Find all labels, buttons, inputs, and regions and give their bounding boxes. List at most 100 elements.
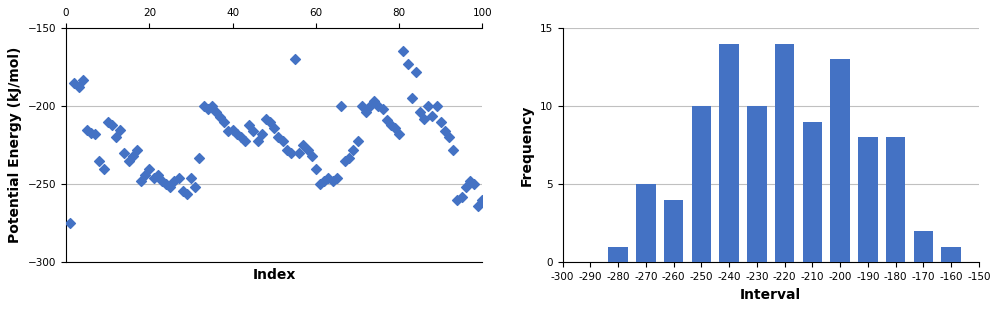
Point [250,138,266,143]
Point [233,135,249,140]
Point [258,116,274,121]
Bar [664,200,683,262]
Point [121,158,137,163]
Point [150,172,166,177]
Point [221,129,237,134]
Point [275,138,291,143]
Bar [608,247,627,262]
Point [200,107,216,112]
Point [71,85,87,90]
Point [196,104,212,108]
Point [354,104,370,108]
Point [400,61,416,66]
Bar [636,184,655,262]
Point [437,129,453,134]
Point [379,118,395,123]
Point [283,151,299,156]
Point [342,155,358,160]
Point [117,151,133,156]
Point [204,104,220,108]
Point [83,130,99,135]
Point [112,127,128,132]
Y-axis label: Frequency: Frequency [520,104,534,186]
Point [392,132,408,137]
Point [333,104,349,108]
Bar [858,137,877,262]
Point [254,132,270,137]
Point [367,99,383,104]
Point [225,127,241,132]
Point [242,122,258,127]
Point [346,148,362,153]
Point [292,151,308,156]
Point [296,143,312,148]
Point [412,110,428,115]
Point [67,80,83,85]
Point [371,104,387,108]
Point [312,182,328,187]
Point [329,175,345,180]
Point [475,197,491,202]
Point [192,155,208,160]
Point [458,185,474,190]
Bar [886,137,905,262]
Point [433,119,449,124]
Point [246,129,262,134]
Point [425,113,441,118]
Point [467,182,483,187]
Point [321,175,337,180]
Point [271,135,287,140]
Point [304,154,320,159]
Point [317,179,333,184]
Point [383,122,399,127]
Point [183,175,199,180]
Point [137,172,153,177]
Point [125,154,141,159]
Point [404,96,420,101]
Bar [691,106,711,262]
Point [162,185,178,190]
Point [300,148,316,153]
Point [421,104,437,108]
Point [471,204,487,209]
Bar [830,59,850,262]
Point [133,179,149,184]
Point [267,126,283,131]
Point [179,191,195,196]
Point [158,182,174,187]
Point [175,188,191,193]
Y-axis label: Potential Energy (kJ/mol): Potential Energy (kJ/mol) [8,47,22,243]
Point [212,115,228,120]
Bar [802,122,822,262]
X-axis label: Index: Index [253,268,296,282]
Point [108,135,124,140]
Point [62,221,78,226]
Point [417,116,433,121]
Point [96,166,112,171]
Point [217,119,233,124]
Point [146,175,162,180]
Point [408,69,424,74]
Point [279,148,295,153]
Point [87,132,103,137]
Point [208,110,224,115]
Point [450,197,466,202]
Bar [775,44,794,262]
Bar [719,44,739,262]
Point [237,138,253,143]
Point [308,166,324,171]
Point [187,185,203,190]
Point [171,175,187,180]
X-axis label: Interval: Interval [740,288,801,302]
Point [167,179,183,184]
Point [287,57,303,62]
Point [154,179,170,184]
Point [387,126,403,131]
Point [350,138,366,143]
Point [129,148,145,153]
Point [429,104,445,108]
Point [396,49,412,54]
Bar [941,247,961,262]
Bar [914,231,933,262]
Point [446,148,462,153]
